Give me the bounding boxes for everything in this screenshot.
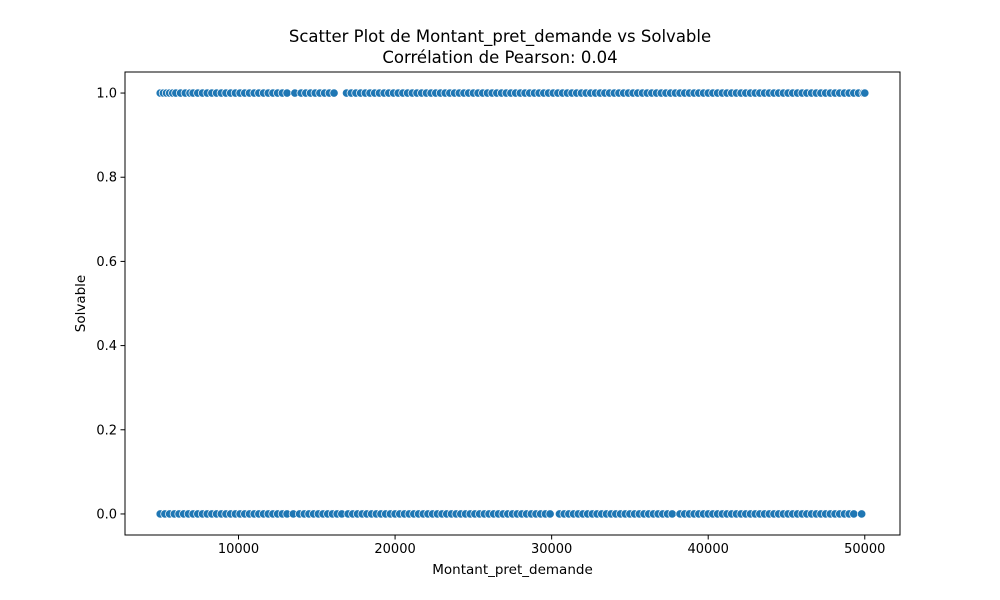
chart-title: Scatter Plot de Montant_pret_demande vs … [288,27,712,46]
data-point [329,88,339,98]
data-point [282,88,292,98]
plot-frame [124,71,901,536]
data-point [857,509,867,519]
x-tick-label: 20000 [374,542,415,557]
y-tick-label: 1.0 [96,87,117,102]
y-axis-label: Solvable [73,275,89,332]
y-tick-label: 0.0 [96,507,117,522]
x-tick-label: 50000 [844,542,885,557]
y-tick-label: 0.2 [96,423,117,438]
data-point [545,509,555,519]
y-tick-label: 0.8 [96,171,117,186]
data-point [860,88,870,98]
x-tick-label: 40000 [688,542,729,557]
y-tick-label: 0.6 [96,255,117,270]
x-tick-label: 10000 [218,542,259,557]
points-layer [155,88,870,519]
chart-subtitle: Corrélation de Pearson: 0.04 [382,48,618,67]
series-y-0 [155,509,867,519]
data-point [667,509,677,519]
x-axis-label: Montant_pret_demande [432,562,593,578]
x-tick-label: 30000 [531,542,572,557]
data-point [849,509,859,519]
y-tick-label: 0.4 [96,339,117,354]
series-y-1 [155,88,870,98]
